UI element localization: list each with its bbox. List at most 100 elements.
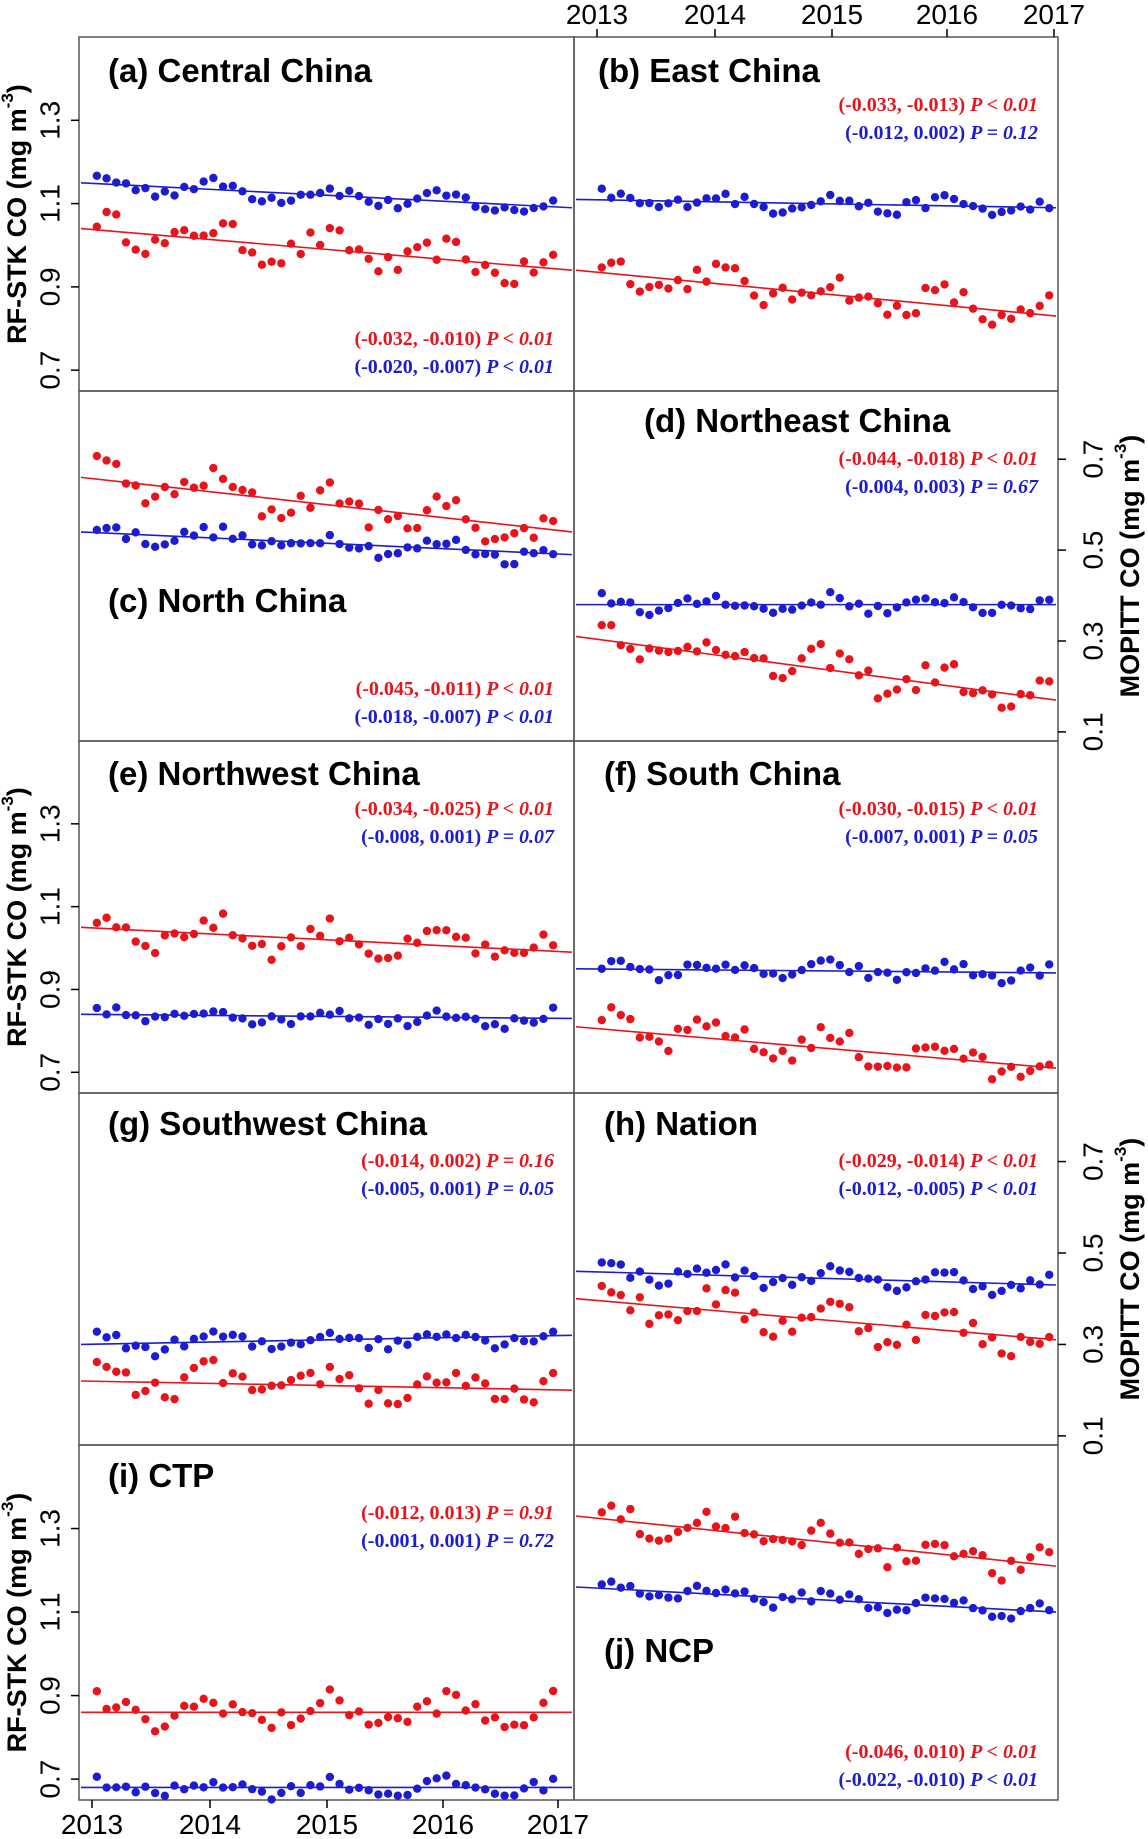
blue-data-point [461,1780,470,1790]
red-data-point [131,481,140,490]
red-data-point [835,649,844,658]
left-axis-title-2-suffix: ) [2,787,32,796]
red-data-point [921,1540,930,1549]
red-data-point [645,1032,654,1041]
blue-data-point [759,604,768,613]
red-data-point [480,260,490,270]
red-data-point [121,238,131,247]
left-axis-title-1-main: RF-STK CO (mg m [2,108,32,344]
red-data-point [902,1557,911,1566]
red-data-point [1025,1337,1035,1347]
blue-data-point [432,1774,441,1783]
blue-data-point [548,196,558,205]
red-data-point [121,479,131,488]
red-data-point [1045,1547,1054,1557]
red-data-point [1035,1062,1044,1071]
blue-data-point [393,1791,403,1800]
panel-frame [573,36,1059,392]
red-data-point [854,671,864,680]
red-data-point [635,287,645,296]
red-data-point [238,1372,247,1381]
red-data-point [354,1384,364,1393]
red-data-point [170,1711,179,1720]
blue-data-point [959,959,968,969]
red-data-point [616,640,626,650]
blue-data-point [267,537,276,546]
red-data-point [500,1722,509,1732]
blue-data-point [199,177,208,186]
red-data-point [759,1328,768,1337]
y-tick-label: 1.3 [35,804,66,843]
red-data-point [711,1018,721,1027]
red-data-point [141,249,150,259]
blue-data-point [854,1273,864,1283]
blue-data-point [1016,604,1025,613]
blue-data-point [645,1592,654,1601]
red-data-point [921,283,930,293]
blue-data-point [968,201,978,211]
blue-data-point [835,1266,844,1275]
red-data-point [968,1048,978,1057]
red-data-point [461,933,470,942]
blue-data-point [1045,1270,1054,1279]
red-data-point [892,1543,902,1552]
red-data-point [597,1508,606,1517]
blue-data-point [921,1593,930,1602]
blue-data-point [997,207,1006,217]
red-data-point [480,537,490,546]
y-tick-label: 1.3 [35,1509,66,1548]
blue-data-point [383,1345,393,1354]
blue-data-point [218,182,228,191]
blue-data-point [1045,960,1054,969]
red-trend-line [575,1515,1057,1567]
red-data-point [170,489,179,499]
blue-data-point [835,196,844,206]
blue-data-point [1035,596,1044,605]
red-data-point [461,515,470,524]
red-p-value-text: P < 0.01 [485,678,554,700]
blue-ci-text: (-0.012, -0.005) [838,1178,970,1200]
blue-data-point [949,1598,959,1608]
blue-data-point [768,969,778,978]
blue-data-point [432,539,441,549]
panel-title: (f) South China [604,755,841,792]
red-data-point [826,1297,835,1306]
blue-data-point [864,1274,873,1283]
blue-data-point [711,1588,721,1598]
blue-data-point [740,1587,749,1596]
blue-data-point [721,1585,730,1594]
red-data-point [997,1576,1006,1585]
blue-data-point [1035,197,1044,206]
blue-data-point [500,1340,509,1349]
blue-data-point [267,1012,276,1021]
blue-data-point [1035,1280,1044,1289]
blue-data-point [702,194,711,203]
red-data-point [664,1534,673,1543]
red-data-point [626,1504,635,1514]
red-data-point [997,703,1006,712]
red-data-point [730,1288,740,1297]
blue-data-point [902,1606,911,1615]
blue-ci-text: (-0.007, 0.001) [845,826,970,848]
red-stat-label: (-0.030, -0.015) P < 0.01 [838,798,1038,820]
red-data-point [930,678,940,687]
blue-data-point [597,589,606,598]
red-data-point [189,231,199,240]
blue-data-point [778,973,787,983]
blue-data-point [835,960,844,970]
red-data-point [959,687,968,697]
red-data-point [759,1536,768,1546]
blue-data-point [189,1009,199,1019]
red-data-point [978,1052,987,1062]
blue-data-point [959,597,968,607]
blue-data-point [480,1336,490,1345]
red-data-point [854,1327,864,1336]
red-stat-label: (-0.014, 0.002) P = 0.16 [361,1150,554,1172]
red-data-point [180,226,189,235]
red-data-point [199,916,208,925]
red-data-point [740,1025,749,1034]
blue-data-point [170,191,179,200]
red-data-point [548,250,558,260]
blue-data-point [539,1332,548,1341]
blue-data-point [845,1267,854,1277]
